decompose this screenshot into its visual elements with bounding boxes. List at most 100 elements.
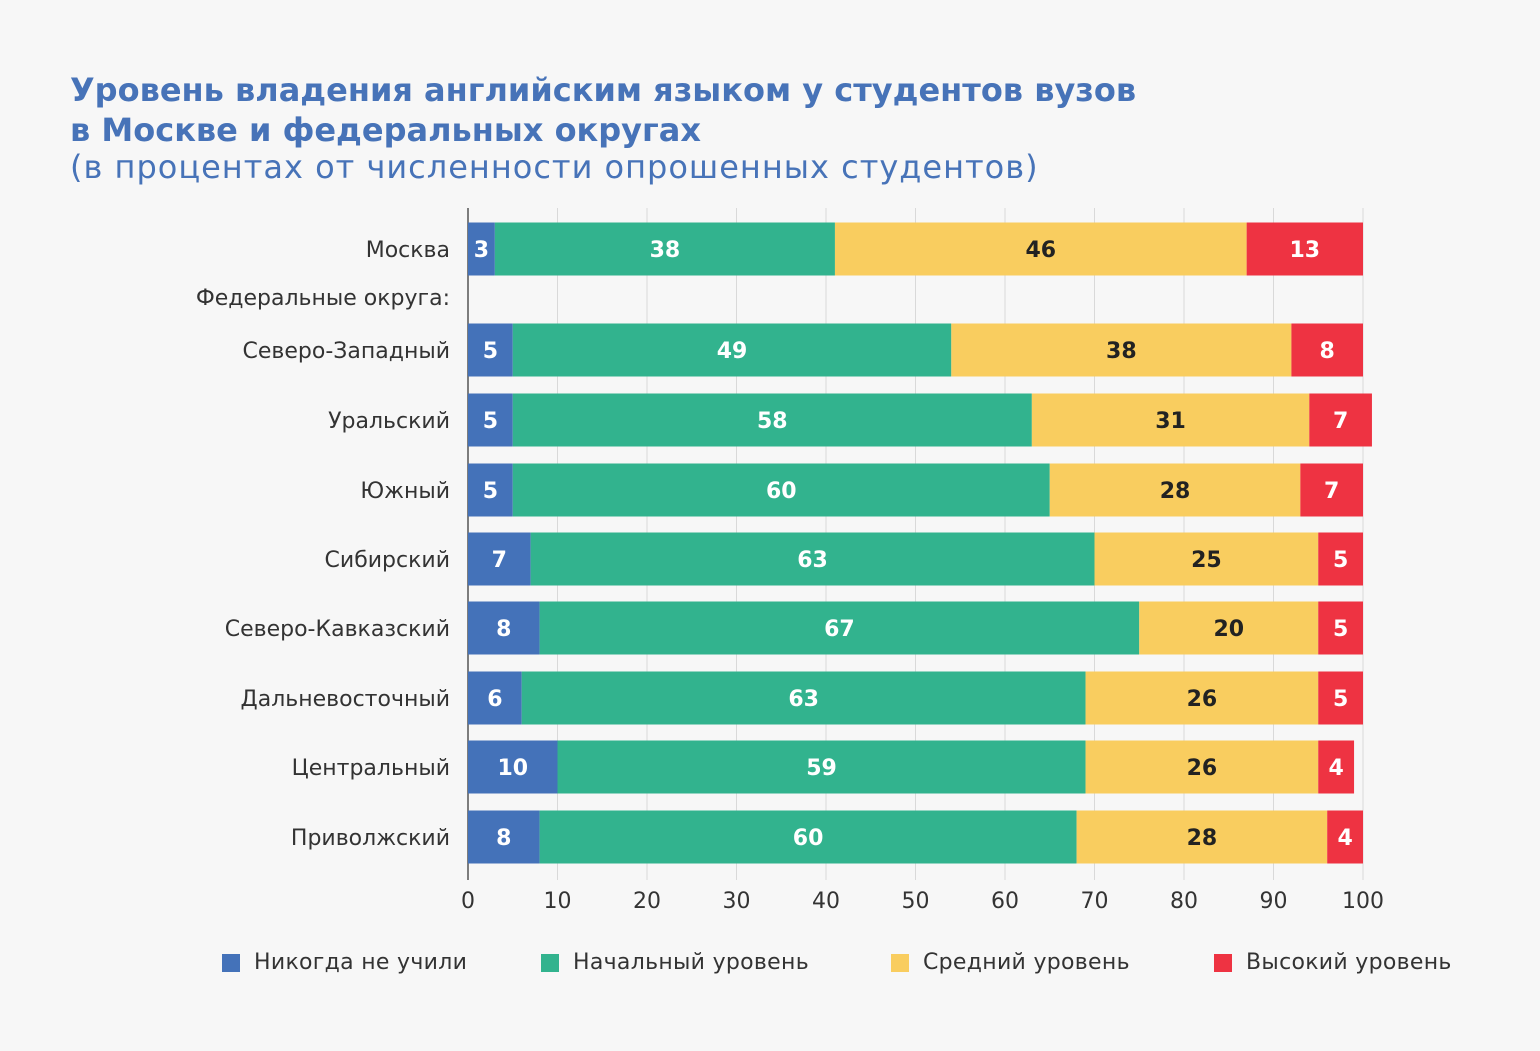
data-label: 60 [766,479,797,504]
legend-swatch [541,953,559,972]
bar-segment [1049,463,1301,517]
bar-segment [1291,323,1363,377]
data-label: 8 [1320,339,1335,364]
data-label: 25 [1191,548,1222,573]
data-label: 58 [757,409,788,434]
data-label: 49 [717,339,748,364]
legend-label: Начальный уровень [573,950,809,975]
bar-segment [468,222,495,276]
bar-segment [1085,740,1319,794]
bar-segment [468,671,522,725]
chart-title-line1: Уровень владения английским языком у сту… [70,71,1137,109]
data-label: 59 [806,756,837,781]
category-label: Северо-Кавказский [225,617,450,642]
data-label: 38 [650,238,681,263]
bar-segment [1139,601,1319,655]
legend-label: Средний уровень [923,950,1130,975]
data-label: 67 [824,617,855,642]
category-label: Центральный [292,756,450,781]
data-label: 20 [1213,617,1244,642]
data-label: 7 [1324,479,1339,504]
section-label: Федеральные округа: [196,286,450,311]
category-label: Москва [366,238,450,263]
stacked-bar-chart: 0 10 20 30 40 50 60 70 80 90 100 Федеральные округа… [196,208,1384,914]
legend-swatch [222,953,240,972]
bar-segment [539,810,1077,864]
legend-item: Средний уровень [891,950,1130,975]
bar-segment [512,463,1050,517]
bar-segment [1318,532,1363,586]
data-label: 7 [1333,409,1348,434]
bar-segment [494,222,835,276]
bar-segment [1327,810,1363,864]
category-label: Северо-Западный [243,339,450,364]
data-label: 7 [492,548,507,573]
bar-segment [557,740,1086,794]
data-label: 31 [1155,409,1186,434]
x-tick-label: 50 [902,889,930,914]
category-label: Дальневосточный [241,687,450,712]
legend-label: Высокий уровень [1246,950,1452,975]
bar-segment [468,393,513,447]
data-label: 5 [483,339,498,364]
data-label: 5 [483,479,498,504]
bar-segment [951,323,1292,377]
data-label: 4 [1328,756,1343,781]
bar-segment [521,671,1086,725]
bar-segment [468,463,513,517]
bar-segment [1076,810,1328,864]
data-label: 3 [474,238,489,263]
bar-segment [834,222,1247,276]
bar-segment [1300,463,1363,517]
chart-title-line2: в Москве и федеральных округах [70,111,701,149]
bar-segment [539,601,1140,655]
data-label: 60 [793,826,824,851]
data-label: 38 [1106,339,1137,364]
legend-swatch [891,953,909,972]
bar-segment [530,532,1095,586]
data-label: 5 [1333,617,1348,642]
data-label: 6 [487,687,502,712]
x-tick-label: 0 [461,889,475,914]
data-label: 28 [1160,479,1191,504]
bar-segment [468,601,540,655]
bar-segment [512,323,952,377]
data-label: 46 [1025,238,1056,263]
bar-segment [1318,740,1355,794]
legend-swatch [1214,953,1232,972]
bar-segment [1309,393,1372,447]
data-label: 4 [1337,826,1352,851]
data-label: 63 [788,687,819,712]
bar-segment [1094,532,1319,586]
bar-segment [468,532,531,586]
x-tick-label: 90 [1260,889,1288,914]
data-label: 8 [496,617,511,642]
bar-segment [1318,671,1363,725]
data-label: 10 [497,756,528,781]
category-label: Приволжский [291,826,450,851]
x-tick-label: 10 [544,889,572,914]
category-label: Сибирский [325,548,450,573]
chart-subtitle: (в процентах от численности опрошенных с… [70,148,1039,186]
bar-segment [468,740,558,794]
data-label: 5 [1333,687,1348,712]
data-label: 5 [1333,548,1348,573]
bar-segment [468,323,513,377]
bar-segment [512,393,1032,447]
bar-segment [468,810,540,864]
x-tick-label: 40 [812,889,840,914]
data-label: 13 [1290,238,1321,263]
x-tick-label: 20 [633,889,661,914]
x-tick-label: 70 [1081,889,1109,914]
data-label: 5 [483,409,498,434]
x-tick-label: 30 [723,889,751,914]
category-label: Южный [360,479,450,504]
bar-segment [1031,393,1310,447]
chart-legend: Никогда не учили Начальный уровень Средний… [0,950,1540,982]
x-tick-label: 100 [1342,889,1384,914]
data-label: 28 [1187,826,1218,851]
legend-label: Никогда не учили [254,950,468,975]
category-label: Уральский [328,409,450,434]
legend-item: Высокий уровень [1214,950,1452,975]
data-label: 8 [496,826,511,851]
